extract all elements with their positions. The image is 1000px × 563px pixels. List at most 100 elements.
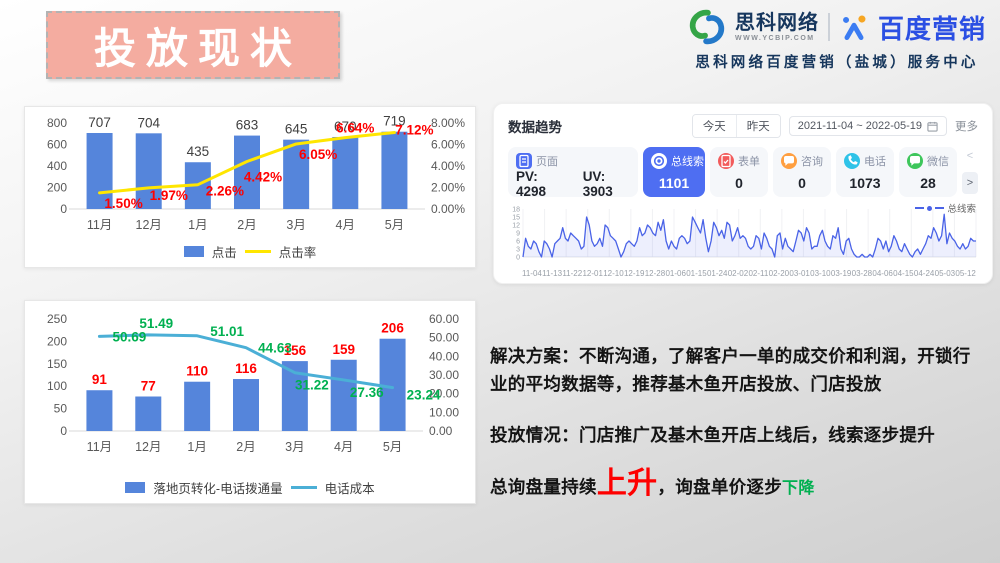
calls-chart: 0 50 100 150 200 250 0.00 10.00 20.00 30.00 40.00 5… xyxy=(47,312,459,454)
calls-legend-swatch xyxy=(125,482,146,493)
company-website: WWW.YCBIP.COM xyxy=(734,34,815,42)
trend-x-label: 03-01 xyxy=(789,269,810,278)
svg-text:719: 719 xyxy=(383,114,406,129)
svg-text:11月: 11月 xyxy=(87,218,112,232)
notes-block: 解决方案：不断沟通，了解客户一单的成交价和利润，开锁行业的平均数据等，推荐基木鱼… xyxy=(490,342,986,502)
metric-card-value: 1073 xyxy=(849,175,881,191)
trend-x-label: 12-19 xyxy=(623,269,645,278)
leads-trend-chart-wrap: 总线索 18 15 12 9 6 3 0 11-04 11-13 11-22 12-01 12-10… xyxy=(508,204,978,278)
trend-x-label: 04-06 xyxy=(872,269,893,278)
pv-value: PV: 4298 xyxy=(516,169,547,199)
metric-card-consult[interactable]: 咨询 0 xyxy=(773,147,831,197)
date-quick-switch: 今天 昨天 xyxy=(691,114,781,138)
svg-text:3月: 3月 xyxy=(286,218,305,232)
svg-text:1.97%: 1.97% xyxy=(150,188,188,203)
svg-text:50: 50 xyxy=(54,402,68,416)
svg-text:159: 159 xyxy=(332,342,355,357)
svg-text:200: 200 xyxy=(47,181,67,195)
baidu-marketing-logo-icon xyxy=(843,15,866,41)
metric-card-page[interactable]: 页面 PV: 4298 UV: 3903 xyxy=(508,147,638,199)
svg-text:206: 206 xyxy=(381,321,404,336)
yesterday-button[interactable]: 昨天 xyxy=(735,115,780,137)
trend-x-label: 03-19 xyxy=(830,269,852,278)
svg-text:40.00: 40.00 xyxy=(429,349,459,363)
partner-name: 百度营销 xyxy=(877,13,986,44)
slide-title: 投放现状 xyxy=(93,24,302,72)
ctr-legend-label: 点击率 xyxy=(278,246,317,260)
clicks-legend-swatch xyxy=(183,246,204,257)
leads-legend-line2 xyxy=(935,207,945,209)
trend-x-label: 02-20 xyxy=(768,269,790,278)
metric-card-leads[interactable]: 总线索 1101 xyxy=(643,147,705,197)
svg-text:683: 683 xyxy=(236,118,259,133)
svg-text:5月: 5月 xyxy=(383,440,402,454)
conclusion-text: 总询盘量持续 上升 ，询盘单价逐步 下降 xyxy=(490,469,986,502)
chevron-left-icon[interactable]: < xyxy=(966,150,974,162)
svg-text:3月: 3月 xyxy=(285,440,304,454)
svg-text:435: 435 xyxy=(187,144,210,159)
svg-text:11月: 11月 xyxy=(87,440,112,454)
metric-card-wechat[interactable]: 微信 28 xyxy=(899,147,957,197)
svg-text:18: 18 xyxy=(512,207,520,214)
trend-x-label: 05-03 xyxy=(934,269,956,278)
leads-icon xyxy=(651,153,667,169)
clicks-legend-label: 点击 xyxy=(211,246,237,260)
svg-text:116: 116 xyxy=(235,361,257,376)
consult-icon xyxy=(781,153,797,169)
leads-legend-dot xyxy=(927,205,933,211)
trend-x-label: 04-24 xyxy=(913,269,935,278)
trend-x-label: 12-10 xyxy=(603,269,624,278)
date-range-picker[interactable]: 2021-11-04 ~ 2022-05-19 xyxy=(788,116,947,136)
trend-x-label: 03-10 xyxy=(810,269,831,278)
svg-text:1月: 1月 xyxy=(188,218,207,232)
svg-text:4月: 4月 xyxy=(336,218,355,232)
calls-chart-legend: 落地页转化-电话拨通量 电话成本 xyxy=(25,478,475,497)
clicks-chart: 0 200 400 600 800 0.00% 2.00% 4.00% 6.00% 8.00% 70… xyxy=(47,114,465,232)
svg-text:77: 77 xyxy=(141,379,156,394)
trend-x-label: 11-22 xyxy=(562,269,583,278)
down-highlight: 下降 xyxy=(782,480,815,497)
cost-legend-label: 电话成本 xyxy=(324,482,375,496)
chevron-right-icon[interactable]: > xyxy=(962,172,978,194)
svg-text:250: 250 xyxy=(47,312,67,326)
svg-text:9: 9 xyxy=(516,231,520,238)
metric-card-label: 咨询 xyxy=(801,156,823,168)
phone-icon xyxy=(844,153,860,169)
svg-text:6.05%: 6.05% xyxy=(299,147,337,162)
metric-card-value: 1101 xyxy=(658,175,690,191)
today-button[interactable]: 今天 xyxy=(692,115,736,137)
slide-title-box: 投放现状 xyxy=(46,11,340,79)
trend-x-label: 01-15 xyxy=(686,269,707,278)
svg-text:6: 6 xyxy=(516,239,520,246)
service-center-name: 思科网络百度营销（盐城）服务中心 xyxy=(695,55,979,71)
svg-text:0: 0 xyxy=(516,255,520,262)
svg-text:50.69: 50.69 xyxy=(113,329,147,344)
form-icon xyxy=(718,153,734,169)
svg-text:50.00: 50.00 xyxy=(429,331,459,345)
svg-text:707: 707 xyxy=(88,115,111,130)
svg-text:31.22: 31.22 xyxy=(295,378,329,393)
svg-text:0.00: 0.00 xyxy=(429,424,453,438)
trend-x-label: 04-15 xyxy=(893,269,914,278)
metric-card-phone[interactable]: 电话 1073 xyxy=(836,147,894,197)
conclusion-prefix: 总询盘量持续 xyxy=(490,477,597,497)
svg-text:645: 645 xyxy=(285,122,308,137)
ctr-legend-swatch xyxy=(244,250,271,253)
solution-text: 解决方案：不断沟通，了解客户一单的成交价和利润，开锁行业的平均数据等，推荐基木鱼… xyxy=(490,346,971,394)
more-link[interactable]: 更多 xyxy=(955,121,978,133)
data-trend-panel: 数据趋势 今天 昨天 2021-11-04 ~ 2022-05-19 xyxy=(493,103,993,284)
cost-legend-swatch xyxy=(290,486,317,489)
svg-text:12月: 12月 xyxy=(136,218,162,232)
metric-card-form[interactable]: 表单 0 xyxy=(710,147,768,197)
svg-text:0: 0 xyxy=(60,424,67,438)
svg-text:10.00: 10.00 xyxy=(429,405,459,419)
svg-text:200: 200 xyxy=(47,334,67,348)
svg-text:4.42%: 4.42% xyxy=(244,169,282,184)
wechat-icon xyxy=(907,153,923,169)
calendar-icon xyxy=(927,121,938,132)
svg-text:2.00%: 2.00% xyxy=(431,181,465,195)
calls-legend-label: 落地页转化-电话拨通量 xyxy=(153,482,283,496)
cards-scroll-controls: < > xyxy=(962,147,978,197)
svg-text:44.63: 44.63 xyxy=(258,341,292,356)
